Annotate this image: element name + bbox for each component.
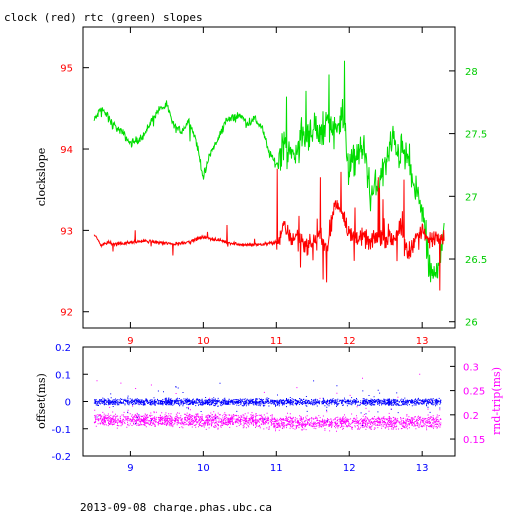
top-y-tick-label: 94 xyxy=(60,145,73,156)
top-x-tick-label: 13 xyxy=(416,336,429,347)
bottom-y2label: rnd-trip(ms) xyxy=(490,367,503,435)
offset-series-points xyxy=(93,380,442,426)
top-x-tick-label: 11 xyxy=(270,336,283,347)
bottom-x-tick-label: 12 xyxy=(343,463,356,474)
bottom-y2-tick-label: 0.3 xyxy=(463,362,479,373)
bottom-ylabel: offset(ms) xyxy=(35,373,48,429)
bottom-series xyxy=(93,373,442,432)
bottom-y2-tick-label: 0.25 xyxy=(463,387,485,398)
top-y2-tick-label: 26.5 xyxy=(465,255,487,266)
bottom-x-tick-label: 9 xyxy=(127,463,133,474)
top-ylabel: clockslope xyxy=(35,148,48,206)
bottom-y2-tick-label: 0.2 xyxy=(463,411,479,422)
bottom-y-tick-label: 0.2 xyxy=(55,343,71,354)
bottom-panel: offset(ms) rnd-trip(ms) 9 10 11 12 13 -0.2 -0.… xyxy=(35,343,503,474)
top-x-tick-label: 10 xyxy=(197,336,210,347)
top-series xyxy=(93,60,445,291)
top-y2-tick-label: 26 xyxy=(465,318,478,329)
top-y-tick-label: 95 xyxy=(60,64,73,75)
top-x-tick-label: 9 xyxy=(127,336,133,347)
top-ticks: 9 10 11 12 13 92 93 94 95 26 26.5 27 27.5 28 xyxy=(60,27,487,347)
bottom-y-tick-label: 0.1 xyxy=(55,370,71,381)
top-panel: clockslope 9 10 11 12 13 92 93 94 95 26 26.5 27 27.5… xyxy=(35,26,487,347)
footer-text: 2013-09-08 charge.phas.ubc.ca xyxy=(80,501,272,512)
top-y-tick-label: 92 xyxy=(60,308,73,319)
chart-title: clock (red) rtc (green) slopes xyxy=(4,11,203,24)
clock-series-line xyxy=(93,168,445,291)
bottom-y-tick-label: 0 xyxy=(65,398,71,409)
bottom-x-tick-label: 13 xyxy=(416,463,429,474)
bottom-ticks: 9 10 11 12 13 -0.2 -0.1 0 0.1 0.2 0.15 0.2 0.25 0.3 xyxy=(51,343,485,474)
top-plot-frame xyxy=(82,26,456,329)
bottom-x-tick-label: 10 xyxy=(197,463,210,474)
bottom-y2-tick-label: 0.15 xyxy=(463,435,485,446)
top-y2-tick-label: 27.5 xyxy=(465,130,487,141)
rtc-series-line xyxy=(93,60,445,283)
top-y2-tick-label: 27 xyxy=(465,192,478,203)
bottom-y-tick-label: -0.1 xyxy=(51,425,71,436)
top-x-tick-label: 12 xyxy=(343,336,356,347)
rndtrip-series-points xyxy=(93,373,442,432)
bottom-y-tick-label: -0.2 xyxy=(51,452,71,463)
top-y-tick-label: 93 xyxy=(60,226,73,237)
top-y2-tick-label: 28 xyxy=(465,67,478,78)
bottom-x-tick-label: 11 xyxy=(270,463,283,474)
